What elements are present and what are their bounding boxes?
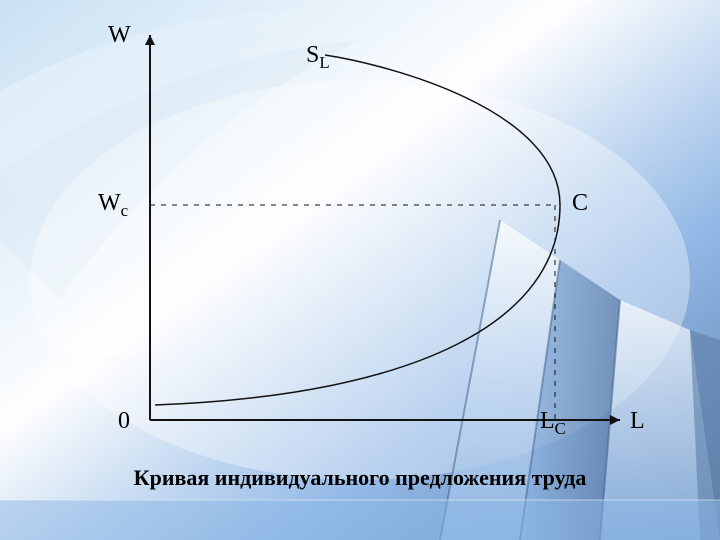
lc-label: LC bbox=[540, 408, 566, 439]
c-point-label: C bbox=[572, 190, 588, 217]
guide-lines bbox=[150, 205, 555, 420]
curve-label: SL bbox=[306, 42, 330, 73]
chart-caption: Кривая индивидуального предложения труда bbox=[0, 465, 720, 491]
y-axis-label: W bbox=[108, 22, 131, 49]
wc-label: Wc bbox=[98, 190, 128, 221]
axes bbox=[145, 35, 620, 425]
supply-curve bbox=[155, 55, 560, 405]
chart-plot bbox=[0, 0, 720, 540]
origin-label: 0 bbox=[118, 408, 130, 435]
x-axis-label: L bbox=[630, 408, 645, 435]
